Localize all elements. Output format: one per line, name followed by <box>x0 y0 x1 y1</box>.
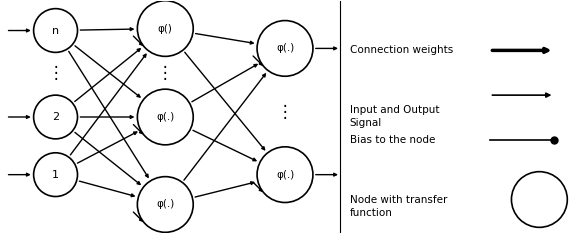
Text: Connection weights: Connection weights <box>350 45 453 55</box>
Text: ⋮: ⋮ <box>47 64 64 82</box>
Text: φ(.): φ(.) <box>156 112 174 122</box>
Circle shape <box>137 89 193 145</box>
Circle shape <box>137 177 193 232</box>
Text: φ(): φ() <box>158 24 173 33</box>
Circle shape <box>137 1 193 56</box>
Text: ⋮: ⋮ <box>277 103 293 121</box>
Text: φ(.): φ(.) <box>531 195 547 204</box>
Circle shape <box>34 153 78 197</box>
Text: n: n <box>52 26 59 36</box>
Text: Input and Output
Signal: Input and Output Signal <box>350 105 439 128</box>
Text: 2: 2 <box>52 112 59 122</box>
Text: Bias to the node: Bias to the node <box>350 135 435 145</box>
Text: φ(.): φ(.) <box>276 44 294 53</box>
Circle shape <box>511 172 567 227</box>
Text: 1: 1 <box>52 170 59 180</box>
Circle shape <box>257 21 313 76</box>
Text: Node with transfer
function: Node with transfer function <box>350 194 447 218</box>
Circle shape <box>34 95 78 139</box>
Text: φ(.): φ(.) <box>276 170 294 180</box>
Text: φ(.): φ(.) <box>156 199 174 209</box>
Text: ⋮: ⋮ <box>157 64 174 82</box>
Circle shape <box>257 147 313 202</box>
Circle shape <box>34 9 78 52</box>
